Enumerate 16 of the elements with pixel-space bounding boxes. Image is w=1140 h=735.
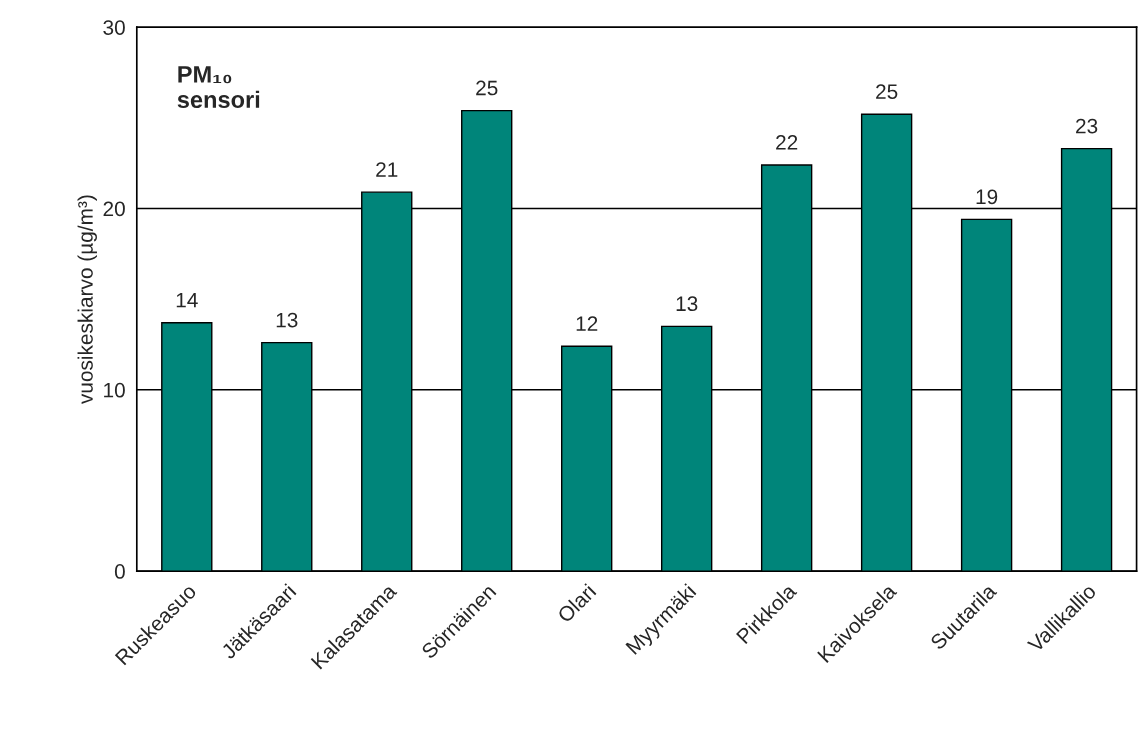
y-axis-title: vuosikeskiarvo (µg/m³) xyxy=(77,195,97,405)
data-label: 22 xyxy=(776,135,798,150)
y-tick-label: 0 xyxy=(114,564,125,579)
data-label: 13 xyxy=(276,312,298,328)
y-tick-label: 30 xyxy=(103,20,125,35)
data-label: 23 xyxy=(1076,118,1098,134)
data-label: 12 xyxy=(576,316,598,331)
data-label: 13 xyxy=(676,296,698,312)
annotation: PM₁₀ sensori xyxy=(177,66,260,109)
y-tick-label: 10 xyxy=(104,382,125,398)
y-tick-label: 20 xyxy=(103,201,125,217)
data-label: 19 xyxy=(976,189,998,205)
data-label: 14 xyxy=(176,292,198,308)
data-label: 25 xyxy=(476,80,498,96)
data-label: 21 xyxy=(376,162,398,177)
data-label: 25 xyxy=(876,84,898,99)
